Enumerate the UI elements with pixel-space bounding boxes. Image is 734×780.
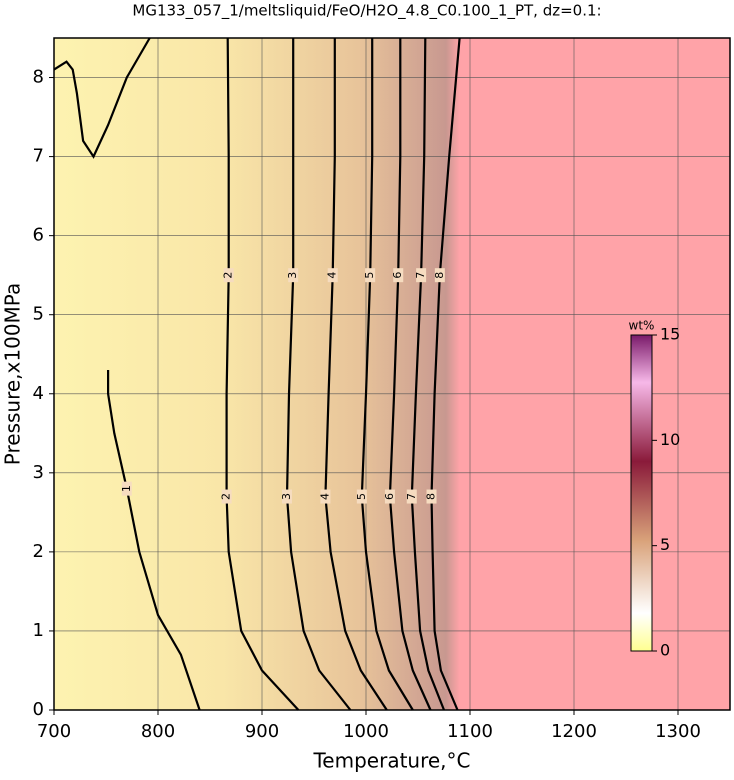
x-tick-label: 800 xyxy=(141,721,175,742)
label-backdrop xyxy=(416,268,427,283)
contour-label: 3 xyxy=(286,272,299,279)
x-tick-label: 900 xyxy=(245,721,279,742)
contour-label: 8 xyxy=(425,493,438,500)
colorbar-tick-label: 5 xyxy=(660,535,670,554)
contour-label: 7 xyxy=(405,493,418,500)
y-tick-label: 6 xyxy=(33,225,44,246)
contour-label: 6 xyxy=(391,272,404,279)
y-tick-label: 3 xyxy=(33,462,44,483)
contour-label: 5 xyxy=(355,493,368,500)
label-backdrop xyxy=(288,268,299,283)
x-tick-label: 700 xyxy=(37,721,71,742)
x-tick-label: 1000 xyxy=(343,721,389,742)
colorbar-tick-label: 0 xyxy=(660,641,670,660)
label-backdrop xyxy=(320,489,331,504)
contour-label: 1 xyxy=(120,485,133,492)
colorbar-tick-label: 10 xyxy=(660,430,680,449)
contour-label: 6 xyxy=(383,493,396,500)
label-backdrop xyxy=(365,268,376,283)
contour-label: 7 xyxy=(414,272,427,279)
contour-label: 2 xyxy=(220,493,233,500)
x-tick-label: 1300 xyxy=(655,721,701,742)
label-backdrop xyxy=(384,489,395,504)
label-backdrop xyxy=(406,489,417,504)
y-axis-label: Pressure,x100MPa xyxy=(1,283,25,465)
x-tick-label: 1100 xyxy=(447,721,493,742)
contour-label: 4 xyxy=(326,272,339,279)
x-tick-label: 1200 xyxy=(551,721,597,742)
label-backdrop xyxy=(434,268,445,283)
label-backdrop xyxy=(281,489,292,504)
y-tick-label: 1 xyxy=(33,620,44,641)
contour-label: 5 xyxy=(363,272,376,279)
label-backdrop xyxy=(327,268,338,283)
label-backdrop xyxy=(223,268,234,283)
y-tick-label: 2 xyxy=(33,541,44,562)
contour-label: 8 xyxy=(433,272,446,279)
contour-label: 3 xyxy=(280,493,293,500)
plot-frame xyxy=(53,37,731,711)
y-tick-label: 5 xyxy=(33,304,44,325)
x-axis-label: Temperature,°C xyxy=(312,749,470,773)
colorbar-tick-label: 15 xyxy=(660,325,680,344)
contour-line xyxy=(53,37,201,711)
y-tick-label: 0 xyxy=(33,699,44,720)
label-backdrop xyxy=(121,481,132,496)
y-tick-label: 7 xyxy=(33,146,44,167)
contour-label: 2 xyxy=(222,272,235,279)
plot-background xyxy=(54,38,730,710)
label-backdrop xyxy=(356,489,367,504)
colorbar-label: wt% xyxy=(629,319,655,333)
chart-title: MG133_057_1/meltsliquid/FeO/H2O_4.8_C0.1… xyxy=(132,2,601,21)
label-backdrop xyxy=(221,489,232,504)
y-tick-label: 4 xyxy=(33,383,44,404)
contour-label: 4 xyxy=(318,493,331,500)
label-backdrop xyxy=(426,489,437,504)
y-tick-label: 8 xyxy=(33,67,44,88)
colorbar xyxy=(630,334,653,652)
label-backdrop xyxy=(393,268,404,283)
